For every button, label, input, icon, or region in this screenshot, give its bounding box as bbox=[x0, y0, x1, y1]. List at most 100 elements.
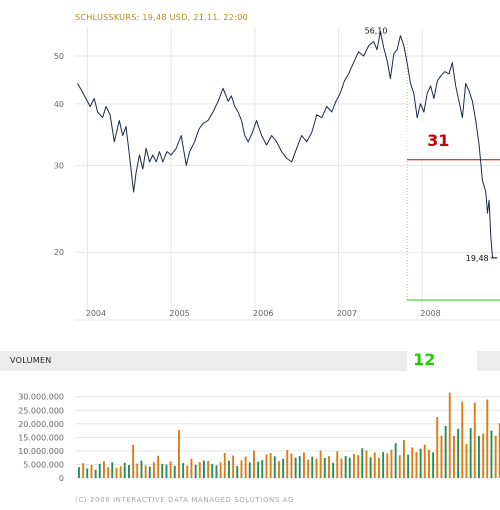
volume-axis-labels: 0 5.000.000 10.000.000 15.000.000 20.000.000… bbox=[18, 393, 64, 483]
volume-bar bbox=[382, 452, 385, 478]
volume-y-tick-label: 10.000.000 bbox=[18, 447, 64, 456]
volume-bar bbox=[448, 392, 451, 478]
volume-y-tick-label: 5.000.000 bbox=[23, 460, 64, 469]
level-label-green: 12 bbox=[413, 350, 435, 369]
volume-bar bbox=[78, 467, 80, 478]
volume-bar bbox=[453, 436, 455, 478]
volume-bar bbox=[461, 401, 464, 478]
price-grid bbox=[75, 28, 500, 321]
volume-bar bbox=[90, 465, 93, 478]
volume-bar bbox=[386, 453, 389, 478]
price-annotations: 56,10 19,48 bbox=[365, 26, 496, 263]
volume-bar bbox=[244, 456, 247, 478]
volume-bar bbox=[198, 462, 201, 478]
level-label-red: 31 bbox=[427, 131, 449, 150]
volume-bar bbox=[348, 457, 351, 478]
level-label-box-red bbox=[407, 121, 478, 158]
volume-bar bbox=[403, 440, 405, 478]
volume-bar bbox=[132, 444, 135, 478]
volume-bar bbox=[307, 459, 310, 478]
volume-bar bbox=[261, 460, 264, 478]
volume-bar bbox=[361, 448, 364, 478]
last-price-label: 19,48 bbox=[466, 254, 489, 263]
volume-bar bbox=[211, 463, 214, 478]
volume-bar bbox=[303, 452, 305, 478]
volume-bar bbox=[357, 455, 360, 478]
price-x-tick-label: 2007 bbox=[337, 309, 357, 318]
volume-bar bbox=[423, 444, 426, 478]
volume-section-band bbox=[0, 351, 500, 371]
level-label-box-green bbox=[407, 345, 478, 389]
volume-bar bbox=[178, 430, 180, 478]
volume-y-tick-label: 0 bbox=[59, 474, 64, 483]
volume-bar bbox=[190, 458, 193, 478]
price-line-series bbox=[77, 30, 498, 259]
volume-bar bbox=[86, 468, 89, 478]
volume-bar bbox=[186, 465, 189, 478]
volume-bar bbox=[94, 469, 97, 478]
volume-bar bbox=[494, 435, 497, 478]
volume-bar bbox=[269, 453, 272, 478]
volume-bar bbox=[111, 462, 114, 478]
volume-bar bbox=[369, 457, 372, 478]
high-price-label: 56,10 bbox=[365, 26, 388, 35]
volume-bar bbox=[236, 466, 239, 478]
volume-bar bbox=[294, 457, 297, 478]
volume-bar bbox=[148, 466, 151, 478]
price-y-tick-label: 50 bbox=[54, 52, 64, 61]
volume-bar bbox=[278, 461, 280, 478]
volume-bar bbox=[282, 458, 285, 478]
volume-bar bbox=[353, 453, 355, 478]
price-y-tick-label: 20 bbox=[54, 248, 64, 257]
volume-section-title: VOLUMEN bbox=[10, 356, 52, 365]
level-lines: 31 bbox=[406, 38, 500, 301]
volume-bar bbox=[194, 464, 197, 478]
volume-bar bbox=[373, 452, 376, 478]
price-x-tick-label: 2008 bbox=[420, 309, 440, 318]
volume-bar bbox=[490, 430, 493, 478]
volume-bar bbox=[465, 444, 468, 478]
volume-bar bbox=[228, 460, 230, 478]
volume-bar bbox=[332, 462, 335, 478]
volume-bar bbox=[432, 452, 435, 478]
volume-bar bbox=[128, 465, 130, 478]
volume-bar bbox=[253, 450, 255, 478]
volume-bar bbox=[340, 458, 343, 478]
volume-bar bbox=[407, 454, 410, 478]
volume-bar bbox=[436, 417, 439, 478]
volume-bar bbox=[232, 455, 235, 478]
volume-bar bbox=[215, 465, 218, 478]
volume-bar bbox=[153, 462, 155, 478]
volume-bar bbox=[473, 402, 476, 478]
volume-bar bbox=[478, 436, 480, 478]
volume-bar bbox=[273, 456, 276, 478]
volume-bar bbox=[290, 453, 293, 478]
volume-bar bbox=[182, 463, 185, 478]
volume-bar bbox=[469, 428, 472, 478]
volume-bar bbox=[394, 443, 397, 478]
price-chart: 20 30 40 50 2004 2005 2006 2007 2008 31 56,10 19,… bbox=[54, 26, 500, 321]
volume-bar bbox=[315, 458, 318, 478]
volume-bar bbox=[482, 433, 485, 478]
volume-bar bbox=[398, 455, 401, 478]
volume-bar bbox=[323, 457, 326, 478]
copyright-notice: (C) 2008 INTERACTIVE DATA MANAGED SOLUTI… bbox=[75, 496, 295, 504]
volume-bar bbox=[311, 456, 314, 478]
volume-bar bbox=[107, 467, 110, 478]
price-axis-labels: 20 30 40 50 2004 2005 2006 2007 2008 bbox=[54, 52, 441, 318]
volume-bar bbox=[286, 450, 289, 478]
volume-bar bbox=[444, 426, 447, 478]
volume-bar bbox=[365, 450, 368, 478]
volume-bar bbox=[223, 453, 226, 478]
volume-bar bbox=[144, 465, 147, 478]
price-line bbox=[77, 30, 498, 259]
price-y-tick-label: 30 bbox=[54, 161, 64, 170]
volume-bar bbox=[415, 452, 418, 478]
volume-bar bbox=[219, 462, 222, 478]
volume-bar bbox=[136, 463, 139, 478]
volume-bar bbox=[240, 460, 243, 478]
price-y-tick-label: 40 bbox=[54, 100, 64, 109]
volume-bar bbox=[498, 423, 500, 478]
price-x-tick-label: 2004 bbox=[86, 309, 106, 318]
